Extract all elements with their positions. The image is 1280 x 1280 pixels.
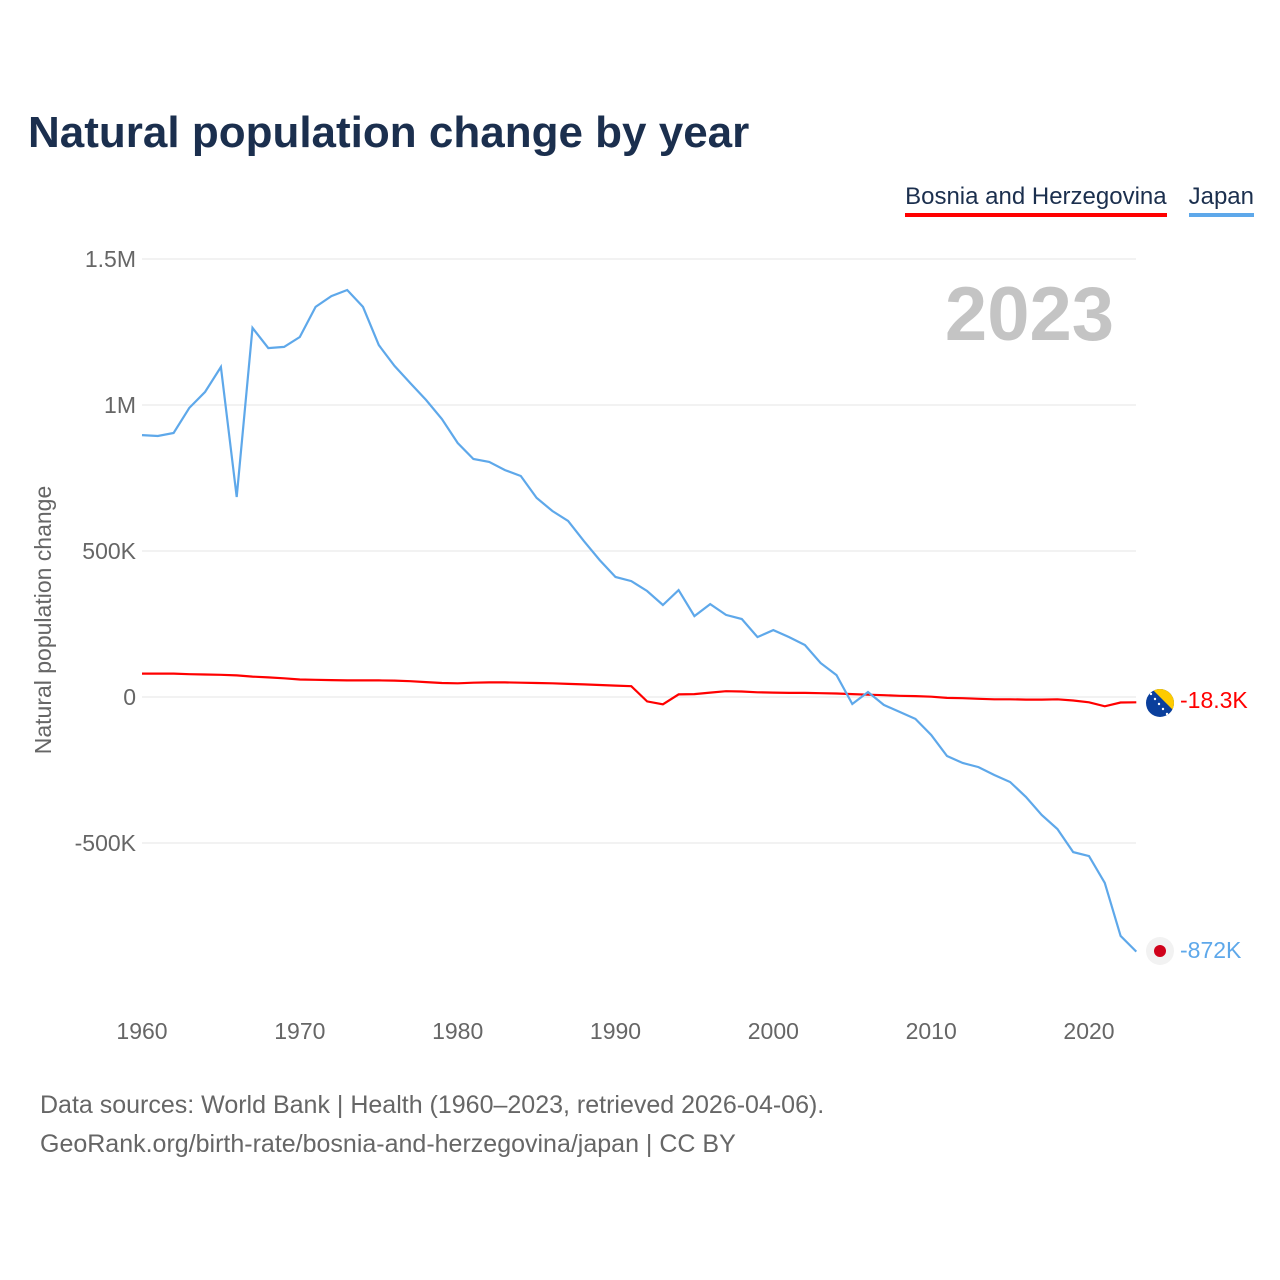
japan-line <box>141 288 1138 953</box>
japan-end-label: -872K <box>1180 937 1242 963</box>
y-tick-label: 0 <box>123 684 136 710</box>
chart-title: Natural population change by year <box>28 108 750 157</box>
legend: Bosnia and Herzegovina Japan <box>905 183 1254 217</box>
source-url: GeoRank.org/birth-rate/bosnia-and-herzeg… <box>40 1130 736 1158</box>
japan-flag-icon <box>1146 937 1174 965</box>
source-note: Data sources: World Bank | Health (1960–… <box>40 1091 825 1119</box>
x-tick-label: 2010 <box>906 1018 957 1044</box>
y-tick-label: 1M <box>104 392 136 418</box>
x-tick-label: 2020 <box>1063 1018 1114 1044</box>
footer: Data sources: World Bank | Health (1960–… <box>40 1086 824 1164</box>
y-axis-label: Natural population change <box>30 486 56 755</box>
x-tick-label: 2000 <box>748 1018 799 1044</box>
legend-item-japan[interactable]: Japan <box>1188 183 1254 217</box>
bosnia-flag-icon <box>1146 689 1174 717</box>
year-watermark: 2023 <box>945 272 1114 357</box>
bosnia-end-label: -18.3K <box>1180 687 1248 713</box>
x-tick-label: 1960 <box>116 1018 167 1044</box>
y-tick-label: 500K <box>82 538 136 564</box>
x-tick-label: 1970 <box>274 1018 325 1044</box>
legend-item-bosnia[interactable]: Bosnia and Herzegovina <box>905 183 1167 217</box>
y-tick-label: -500K <box>75 830 137 856</box>
x-tick-label: 1990 <box>590 1018 641 1044</box>
bosnia-line <box>142 672 1137 708</box>
x-tick-label: 1980 <box>432 1018 483 1044</box>
y-tick-label: 1.5M <box>85 246 136 272</box>
